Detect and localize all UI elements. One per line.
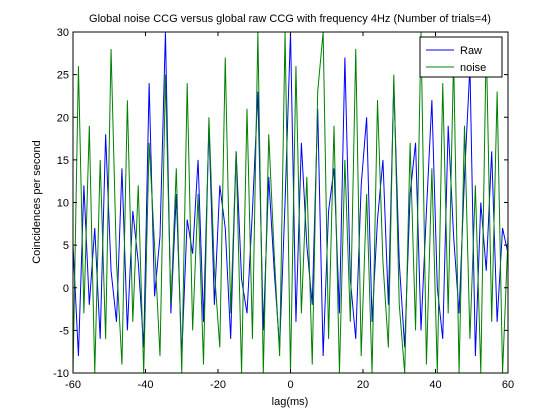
x-tick-label: 60 (502, 379, 514, 391)
x-tick-label: -60 (65, 379, 81, 391)
y-tick-label: 25 (57, 70, 69, 82)
y-tick-label: 15 (57, 155, 69, 167)
series-group (73, 32, 508, 373)
legend-label-noise: noise (460, 62, 486, 74)
x-axis-label: lag(ms) (272, 396, 309, 408)
y-tick-label: 20 (57, 112, 69, 124)
y-axis-label: Coincidences per second (31, 140, 43, 264)
axes-frame (72, 31, 509, 374)
legend: Raw noise (419, 36, 503, 78)
y-tick-label: -5 (59, 325, 69, 337)
series-line-noise (73, 32, 508, 373)
legend-box (419, 36, 503, 78)
x-tick-label: 40 (429, 379, 441, 391)
y-tick-label: 10 (57, 198, 69, 210)
y-tick-label: 0 (63, 283, 69, 295)
x-tick-label: -40 (138, 379, 154, 391)
x-tick-label: -20 (210, 379, 226, 391)
chart-title: Global noise CCG versus global raw CCG w… (89, 13, 491, 25)
y-tick-label: -10 (53, 368, 69, 380)
x-tick-label: 0 (287, 379, 293, 391)
legend-label-raw: Raw (460, 45, 482, 57)
series-line-raw (73, 32, 508, 356)
y-tick-label: 30 (57, 27, 69, 39)
x-tick-label: 20 (357, 379, 369, 391)
plot-area: -60 -40 -20 0 20 40 60 -10 -5 0 5 10 15 20 25 30 (53, 27, 514, 391)
y-tick-label: 5 (63, 240, 69, 252)
